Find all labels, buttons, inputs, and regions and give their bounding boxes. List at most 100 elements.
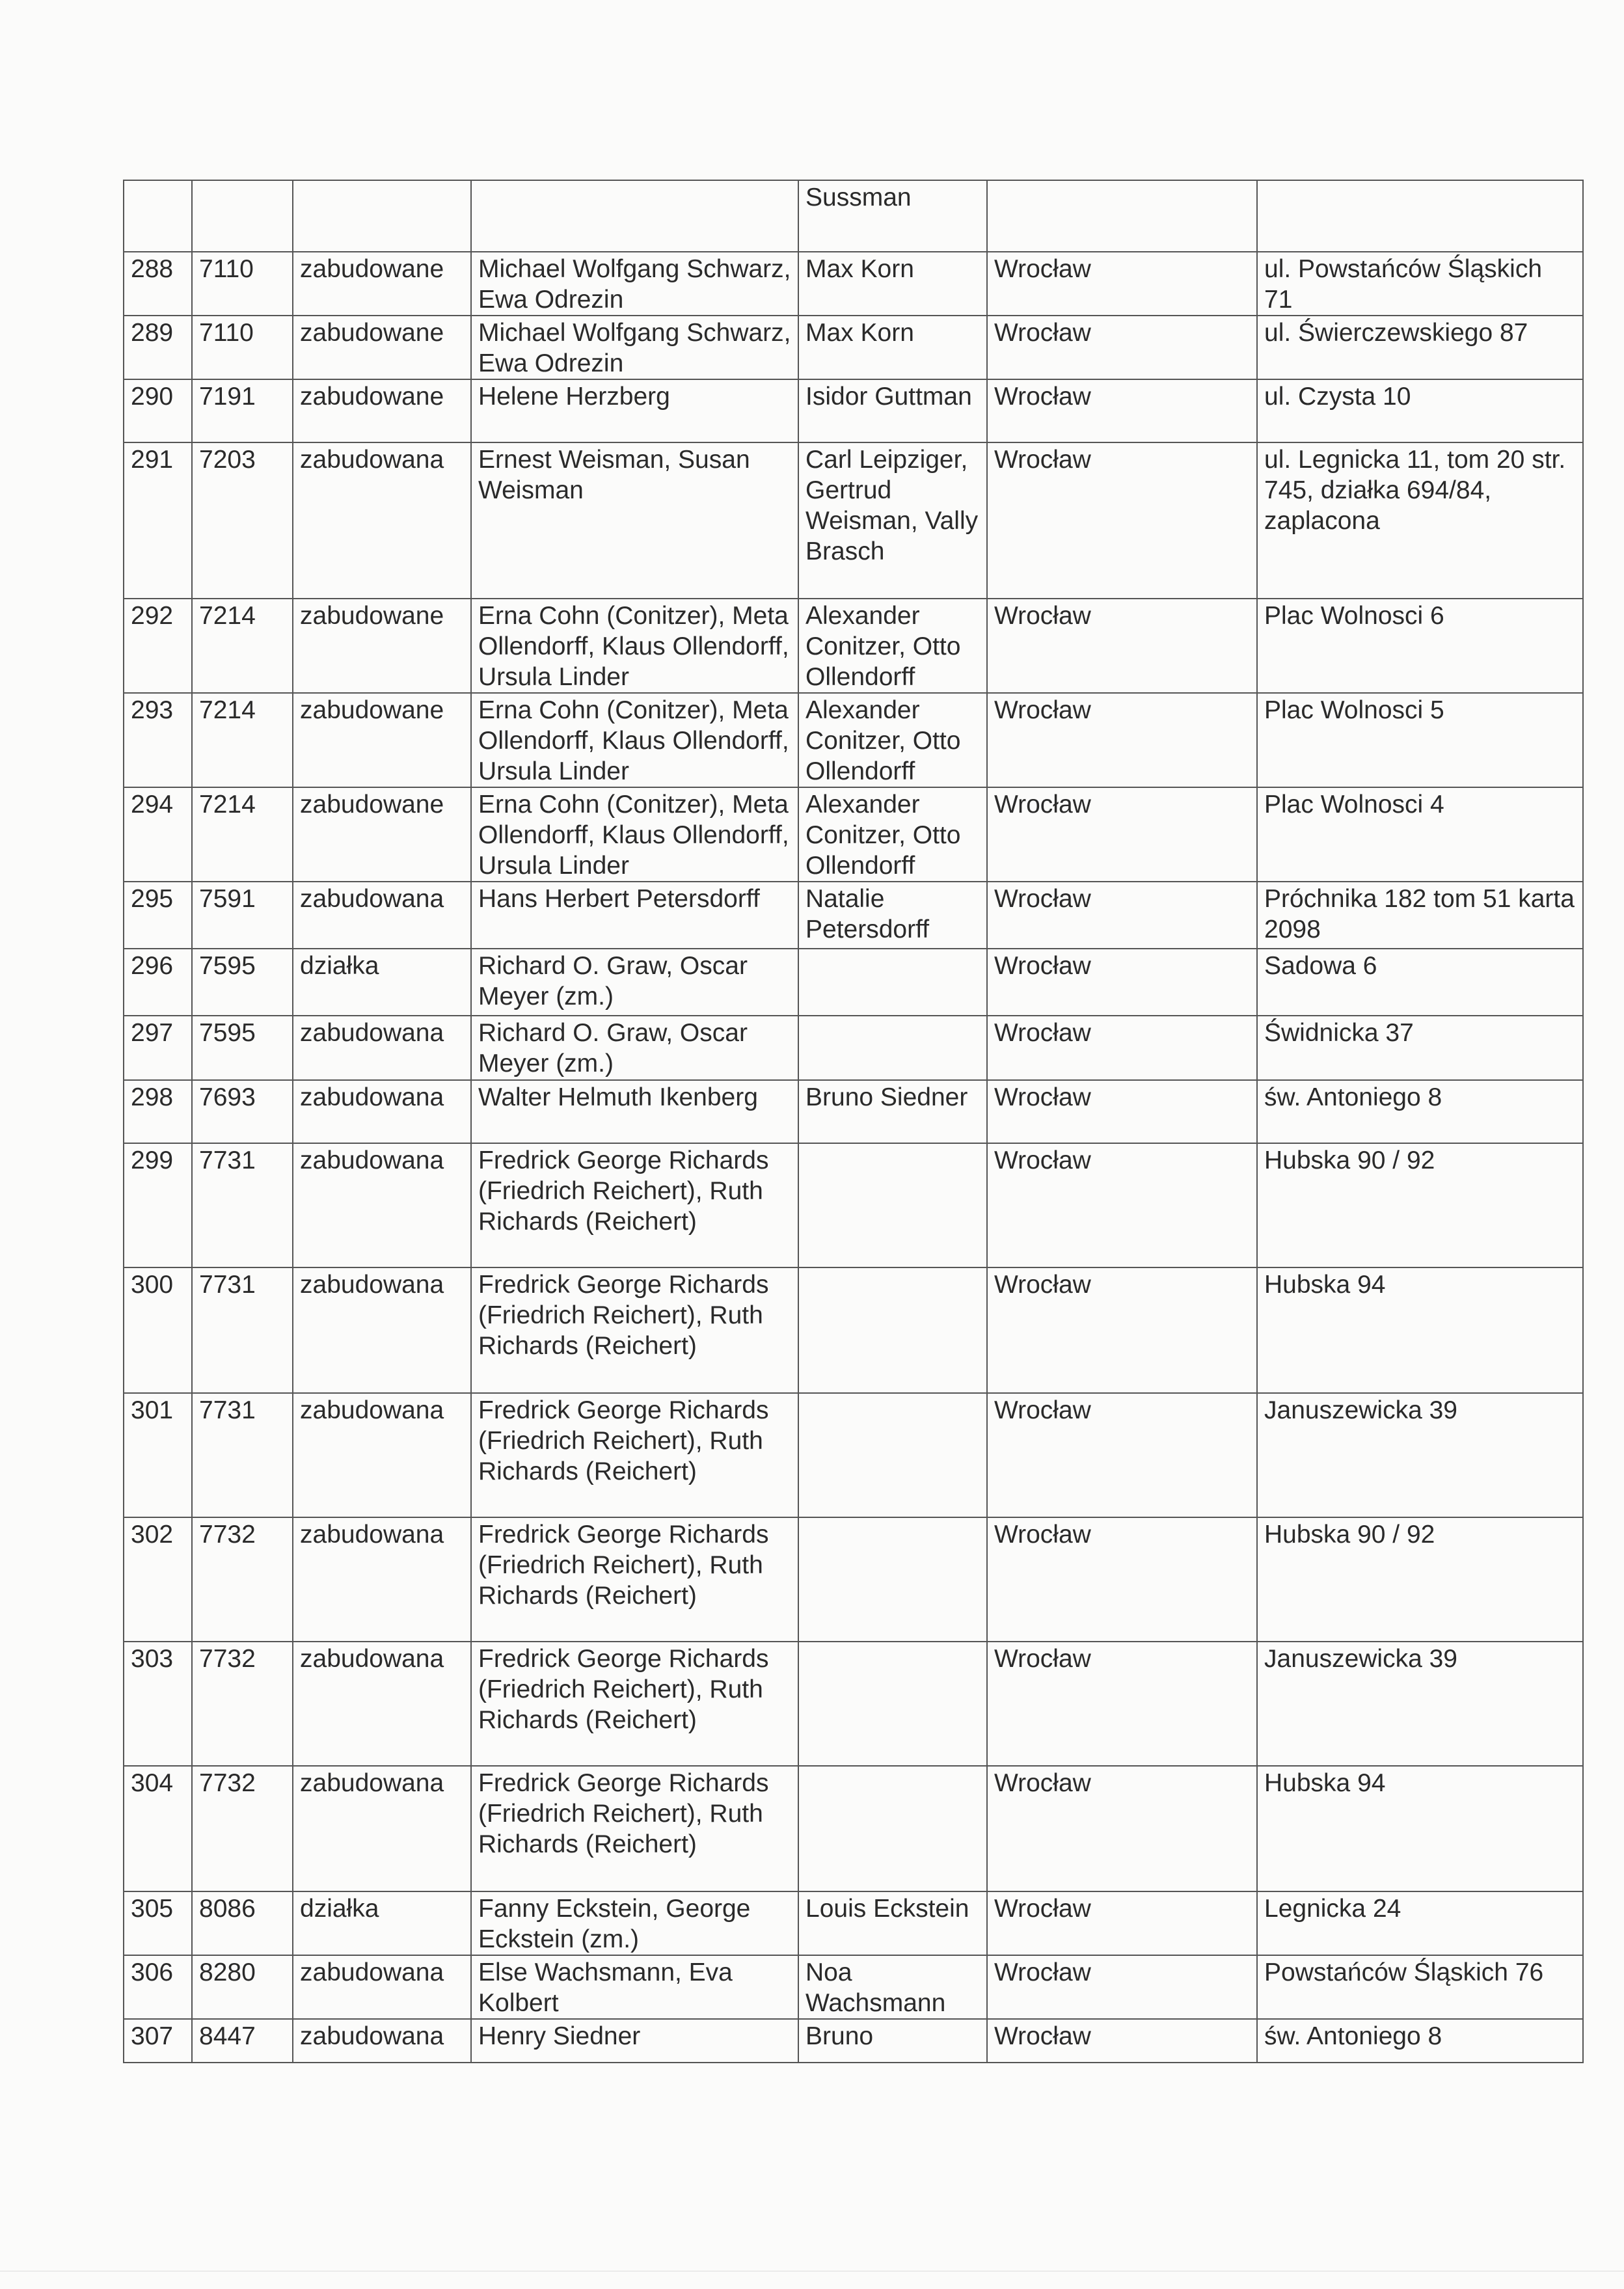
cell-city: Wrocław xyxy=(986,315,1258,380)
table-row: 300 7731 zabudowana Fredrick George Richard… xyxy=(123,1267,1584,1394)
cell-plot-number: 7595 xyxy=(191,1015,293,1081)
cell-owners: Michael Wolfgang Schwarz, Ewa Odrezin xyxy=(470,315,799,380)
cell-owners: Erna Cohn (Conitzer), Meta Ollendorff, K… xyxy=(470,598,799,694)
cell-plot-number: 7732 xyxy=(191,1765,293,1892)
cell-property-type: zabudowana xyxy=(292,1955,472,2020)
cell-address: Hubska 90 / 92 xyxy=(1256,1143,1584,1268)
cell-heirs: Bruno Siedner xyxy=(798,1079,988,1144)
cell-plot-number: 7214 xyxy=(191,787,293,882)
cell-address: Sadowa 6 xyxy=(1256,948,1584,1016)
cell-address: ul. Czysta 10 xyxy=(1256,379,1584,443)
cell-owners: Hans Herbert Petersdorff xyxy=(470,881,799,949)
cell-row-number: 300 xyxy=(123,1267,193,1394)
cell-heirs xyxy=(798,1765,988,1892)
cell-owners: Richard O. Graw, Oscar Meyer (zm.) xyxy=(470,1015,799,1081)
cell-heirs: Alexander Conitzer, Otto Ollendorff xyxy=(798,692,988,788)
table-row: 291 7203 zabudowana Ernest Weisman, Susan W… xyxy=(123,442,1584,599)
cell-heirs xyxy=(798,1015,988,1081)
cell-heirs xyxy=(798,1267,988,1394)
cell-owners: Richard O. Graw, Oscar Meyer (zm.) xyxy=(470,948,799,1016)
cell-property-type: zabudowane xyxy=(292,787,472,882)
cell-city: Wrocław xyxy=(986,442,1258,599)
cell-property-type: zabudowana xyxy=(292,1079,472,1144)
cell-owners: Fredrick George Richards (Friedrich Reic… xyxy=(470,1765,799,1892)
table-row: 305 8086 działka Fanny Eckstein, George Eck… xyxy=(123,1891,1584,1956)
cell-plot-number: 7203 xyxy=(191,442,293,599)
cell-address: Plac Wolnosci 5 xyxy=(1256,692,1584,788)
table-row: 307 8447 zabudowana Henry Siedner Bruno Wrocł… xyxy=(123,2018,1584,2063)
cell-property-type: zabudowane xyxy=(292,315,472,380)
cell-heirs xyxy=(798,1517,988,1642)
table-row: 301 7731 zabudowana Fredrick George Richard… xyxy=(123,1392,1584,1518)
cell-plot-number: 7731 xyxy=(191,1267,293,1394)
cell-city: Wrocław xyxy=(986,1891,1258,1956)
cell-plot-number: 7191 xyxy=(191,379,293,443)
cell-owners: Erna Cohn (Conitzer), Meta Ollendorff, K… xyxy=(470,787,799,882)
cell-plot-number: 7110 xyxy=(191,315,293,380)
cell-property-type: zabudowana xyxy=(292,1641,472,1767)
cell-address: Hubska 90 / 92 xyxy=(1256,1517,1584,1642)
cell-address: Legnicka 24 xyxy=(1256,1891,1584,1956)
cell-heirs: Isidor Guttman xyxy=(798,379,988,443)
cell-row-number: 296 xyxy=(123,948,193,1016)
cell-city xyxy=(986,180,1258,252)
cell-plot-number: 8447 xyxy=(191,2018,293,2063)
cell-address: ul. Świerczewskiego 87 xyxy=(1256,315,1584,380)
cell-heirs xyxy=(798,1392,988,1518)
cell-property-type: zabudowana xyxy=(292,1267,472,1394)
cell-owners: Fredrick George Richards (Friedrich Reic… xyxy=(470,1641,799,1767)
cell-owners xyxy=(470,180,799,252)
cell-owners: Fredrick George Richards (Friedrich Reic… xyxy=(470,1392,799,1518)
table-row: 292 7214 zabudowane Erna Cohn (Conitzer), M… xyxy=(123,598,1584,694)
table-row: 298 7693 zabudowana Walter Helmuth Ikenberg… xyxy=(123,1079,1584,1144)
cell-city: Wrocław xyxy=(986,881,1258,949)
cell-city: Wrocław xyxy=(986,692,1258,788)
cell-plot-number: 7693 xyxy=(191,1079,293,1144)
cell-property-type: zabudowana xyxy=(292,1015,472,1081)
cell-heirs: Max Korn xyxy=(798,251,988,316)
cell-owners: Fredrick George Richards (Friedrich Reic… xyxy=(470,1267,799,1394)
cell-row-number: 302 xyxy=(123,1517,193,1642)
table-row: 294 7214 zabudowane Erna Cohn (Conitzer), M… xyxy=(123,787,1584,882)
cell-property-type xyxy=(292,180,472,252)
cell-owners: Fredrick George Richards (Friedrich Reic… xyxy=(470,1517,799,1642)
cell-city: Wrocław xyxy=(986,1392,1258,1518)
cell-property-type: działka xyxy=(292,1891,472,1956)
cell-property-type: działka xyxy=(292,948,472,1016)
cell-address: Hubska 94 xyxy=(1256,1765,1584,1892)
table-row: 299 7731 zabudowana Fredrick George Richard… xyxy=(123,1143,1584,1268)
cell-row-number: 292 xyxy=(123,598,193,694)
cell-property-type: zabudowane xyxy=(292,692,472,788)
cell-row-number: 290 xyxy=(123,379,193,443)
cell-row-number: 293 xyxy=(123,692,193,788)
cell-heirs: Carl Leipziger, Gertrud Weisman, Vally B… xyxy=(798,442,988,599)
cell-property-type: zabudowane xyxy=(292,251,472,316)
cell-row-number: 288 xyxy=(123,251,193,316)
cell-owners: Walter Helmuth Ikenberg xyxy=(470,1079,799,1144)
table-row: 304 7732 zabudowana Fredrick George Richard… xyxy=(123,1765,1584,1892)
cell-city: Wrocław xyxy=(986,379,1258,443)
cell-plot-number: 7214 xyxy=(191,598,293,694)
table-row: 303 7732 zabudowana Fredrick George Richard… xyxy=(123,1641,1584,1767)
cell-heirs: Natalie Petersdorff xyxy=(798,881,988,949)
table-row: Sussman xyxy=(123,180,1584,252)
cell-city: Wrocław xyxy=(986,948,1258,1016)
cell-owners: Ernest Weisman, Susan Weisman xyxy=(470,442,799,599)
cell-row-number: 301 xyxy=(123,1392,193,1518)
cell-row-number: 305 xyxy=(123,1891,193,1956)
cell-address: Próchnika 182 tom 51 karta 2098 xyxy=(1256,881,1584,949)
cell-heirs: Bruno xyxy=(798,2018,988,2063)
cell-owners: Michael Wolfgang Schwarz, Ewa Odrezin xyxy=(470,251,799,316)
cell-city: Wrocław xyxy=(986,1267,1258,1394)
cell-row-number: 306 xyxy=(123,1955,193,2020)
cell-plot-number: 8280 xyxy=(191,1955,293,2020)
table-row: 297 7595 zabudowana Richard O. Graw, Oscar … xyxy=(123,1015,1584,1081)
table-row: 293 7214 zabudowane Erna Cohn (Conitzer), M… xyxy=(123,692,1584,788)
cell-address: ul. Powstańców Śląskich 71 xyxy=(1256,251,1584,316)
cell-plot-number: 7732 xyxy=(191,1517,293,1642)
cell-address: Plac Wolnosci 6 xyxy=(1256,598,1584,694)
cell-row-number: 297 xyxy=(123,1015,193,1081)
cell-plot-number: 7110 xyxy=(191,251,293,316)
cell-row-number: 307 xyxy=(123,2018,193,2063)
cell-row-number: 295 xyxy=(123,881,193,949)
